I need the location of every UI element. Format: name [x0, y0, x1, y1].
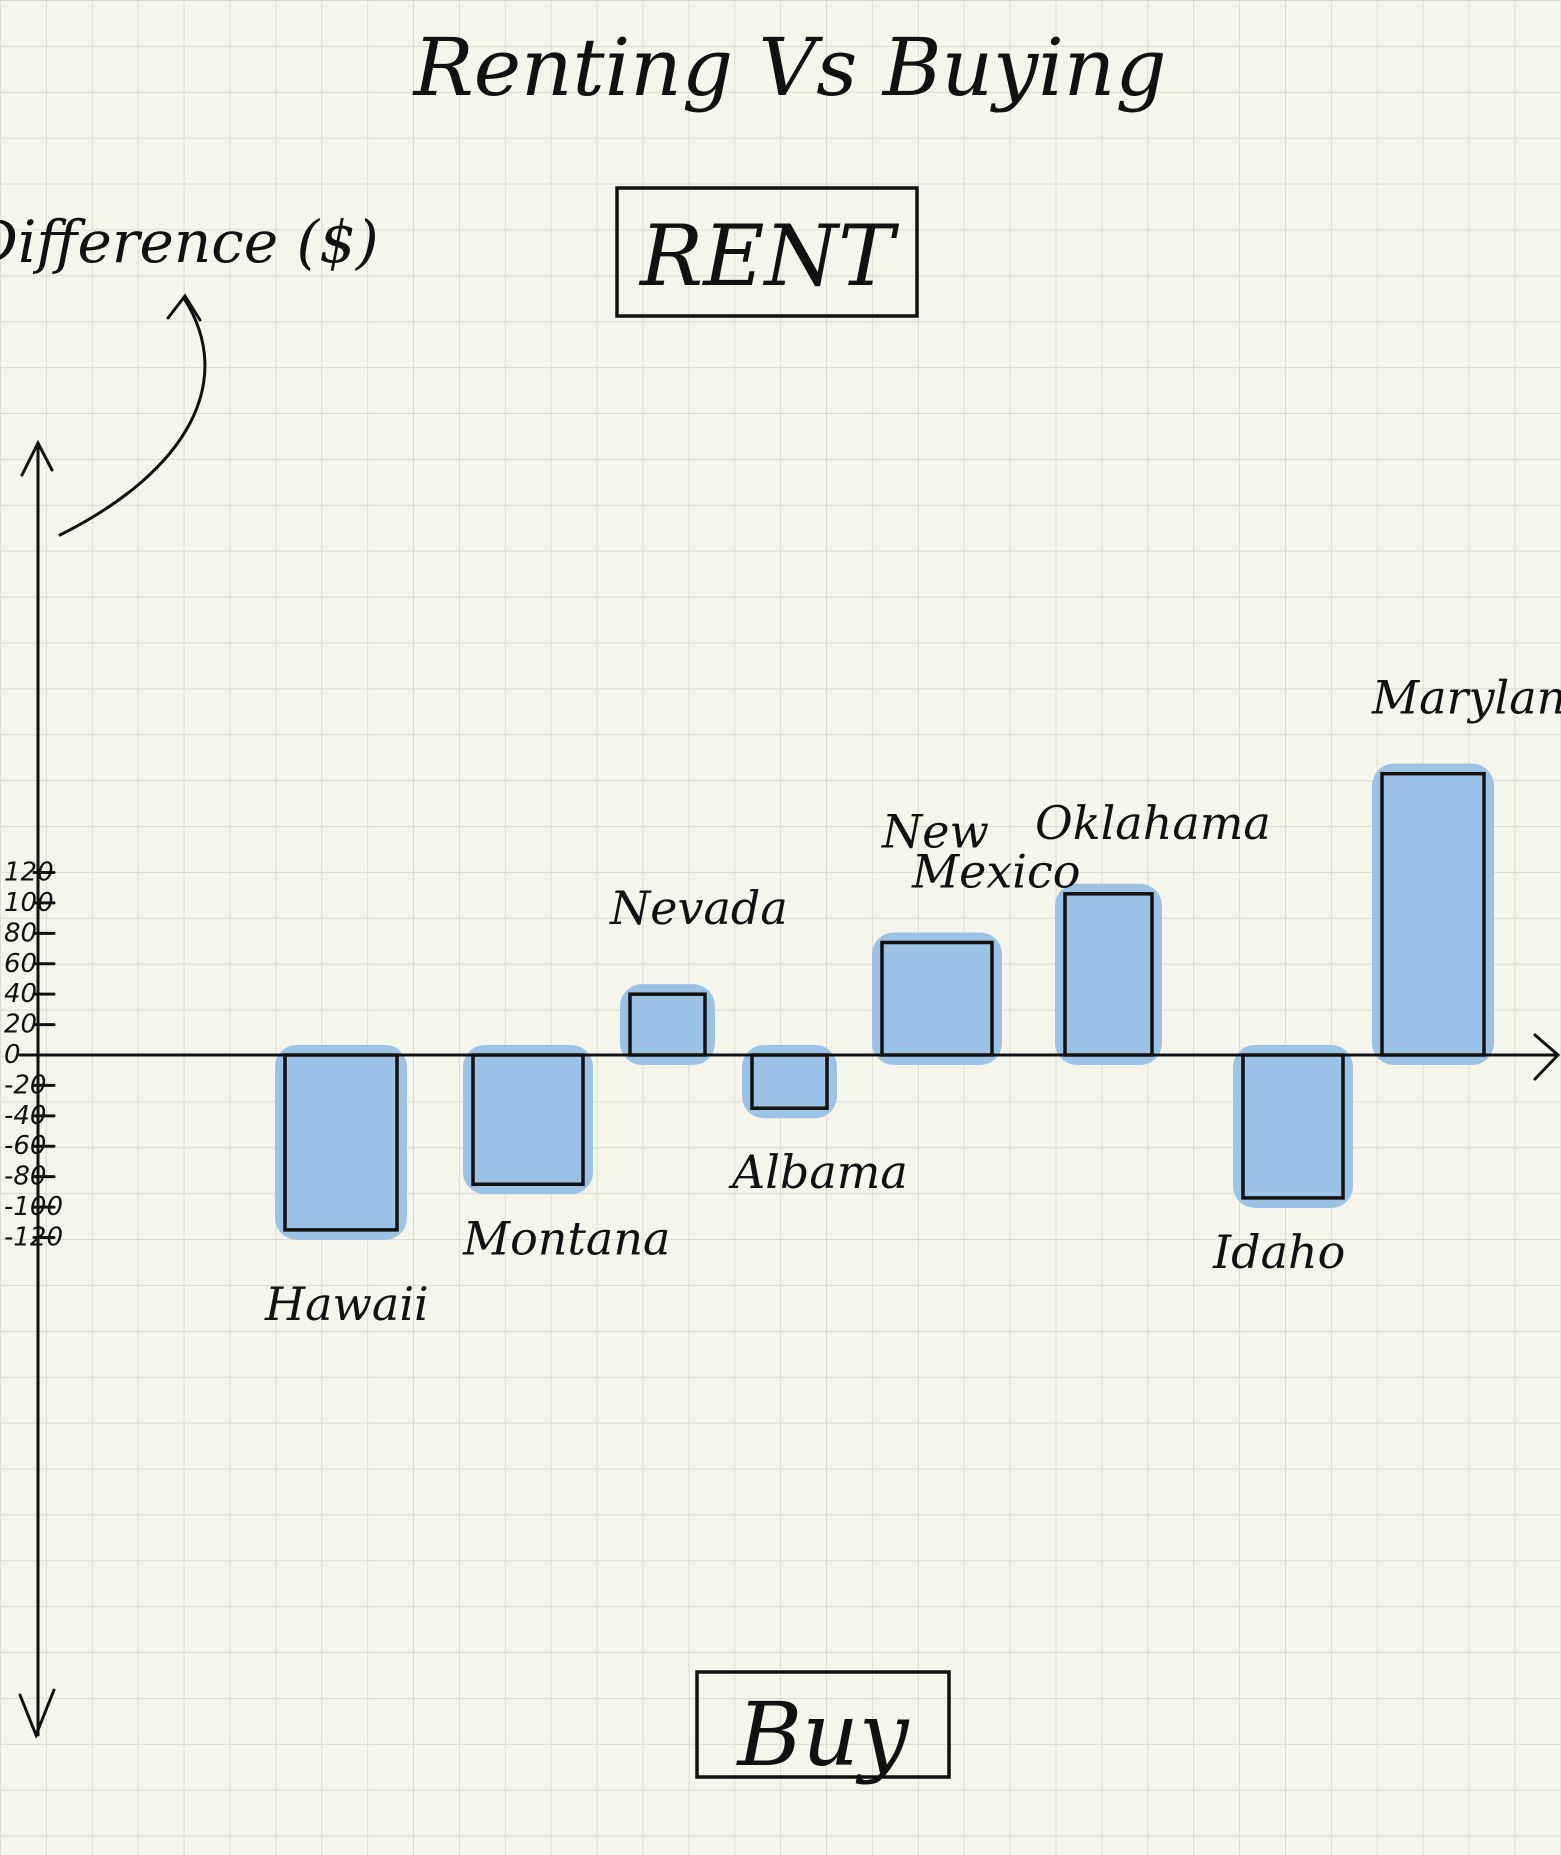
bar	[1372, 763, 1494, 1065]
bar-label: Nevada	[609, 881, 788, 935]
buy-box: Buy	[695, 1670, 951, 1786]
bar-label: Mexico	[911, 844, 1080, 898]
bar	[463, 1045, 593, 1195]
buy-label: Buy	[735, 1683, 909, 1786]
bar	[1055, 883, 1162, 1065]
bar-label: Idaho	[1212, 1225, 1345, 1279]
y-label-arrow	[58, 298, 207, 537]
bar	[742, 1045, 837, 1119]
y-tick-label: -20	[4, 1070, 46, 1100]
bar-labels: Hawaii Montana Nevada Albama NewMexicoOklaha…	[264, 671, 1561, 1331]
buy-box-frame	[695, 1670, 951, 1779]
bar-label: Montana	[462, 1211, 670, 1265]
y-axis-arrow-down-icon	[18, 1688, 56, 1740]
rent-box-frame	[615, 186, 919, 318]
bar-label: Hawaii	[264, 1277, 429, 1331]
y-tick-label: 20	[4, 1010, 37, 1040]
y-tick-label: 80	[4, 918, 37, 948]
axes	[18, 439, 1561, 1740]
y-tick-label: -40	[4, 1101, 46, 1131]
y-axis-arrow-up-icon	[20, 439, 54, 477]
bar	[1233, 1045, 1353, 1208]
y-tick-label: 120	[4, 858, 54, 888]
y-tick-label: -100	[4, 1192, 63, 1222]
bar-label: New	[881, 804, 989, 858]
y-tick-label: 0	[4, 1040, 21, 1070]
chart-title: Renting Vs Buying	[411, 21, 1166, 114]
bar-label: Maryland	[1371, 671, 1561, 725]
bar-label: Oklahama	[1035, 796, 1271, 850]
rent-box: RENT	[615, 186, 919, 318]
bar-label: Albama	[728, 1145, 908, 1199]
rent-label: RENT	[638, 207, 900, 305]
bars	[275, 763, 1494, 1240]
y-label-arrowhead-icon	[166, 293, 202, 322]
x-axis-arrow-icon	[1533, 1033, 1561, 1081]
y-tick-label: 100	[4, 888, 54, 918]
y-tick-label: -120	[4, 1222, 63, 1252]
y-tick-label: -60	[4, 1131, 46, 1161]
y-tick-label: -80	[4, 1162, 46, 1192]
bar	[620, 984, 715, 1065]
y-tick-label: 60	[4, 949, 37, 979]
y-tick-label: 40	[4, 979, 37, 1009]
bar	[872, 932, 1002, 1065]
y-axis-label: Difference ($)	[0, 208, 379, 276]
bar	[275, 1045, 407, 1240]
